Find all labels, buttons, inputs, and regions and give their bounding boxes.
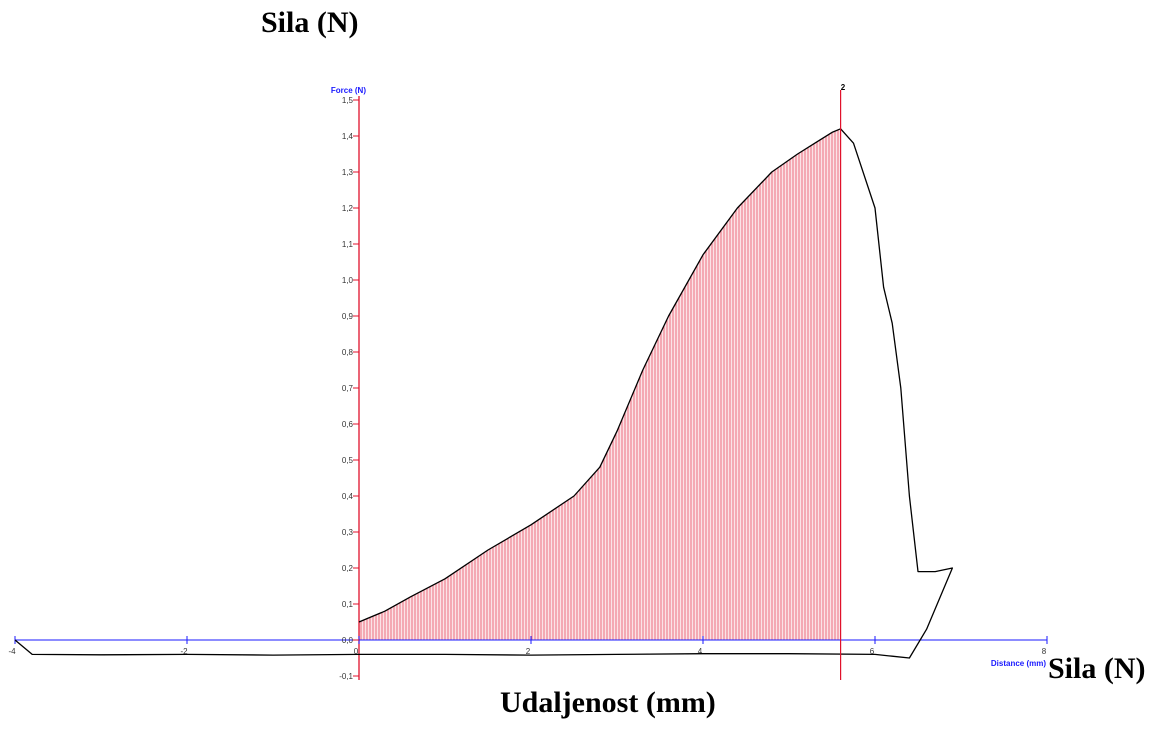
x-tick-label: 8 xyxy=(1042,647,1047,656)
x-tick-label: -2 xyxy=(180,647,188,656)
y-tick-label: 0,0 xyxy=(342,636,354,645)
force-curve xyxy=(14,128,954,659)
x-tick-label: 2 xyxy=(526,647,531,656)
y-tick-label: -0,1 xyxy=(339,672,353,681)
x-tick-label: 0 xyxy=(354,647,359,656)
shaded-work-area xyxy=(359,128,841,641)
shaded-area-layer xyxy=(359,128,841,641)
y-tick-label: 0,9 xyxy=(342,312,354,321)
axes-layer: -4 -2 0 2 4 6 8 -0,1 0,0 0,1 0,2 0,3 0,4 0,5 0,6 0,7 0,8… xyxy=(8,96,1048,681)
y-tick-label: 0,1 xyxy=(342,600,354,609)
y-tick-label: 0,4 xyxy=(342,492,354,501)
y-tick-label: 1,3 xyxy=(342,168,354,177)
y-tick-label: 1,1 xyxy=(342,240,354,249)
top-force-label: Sila (N) xyxy=(261,6,359,39)
y-tick-label: 0,6 xyxy=(342,420,354,429)
x-tick-label: 4 xyxy=(698,647,703,656)
y-tick-label: 1,5 xyxy=(342,96,354,105)
y-tick-label: 0,8 xyxy=(342,348,354,357)
y-tick-label: 1,0 xyxy=(342,276,354,285)
marker-label: 2 xyxy=(841,83,846,92)
y-tick-label: 0,5 xyxy=(342,456,354,465)
y-tick-label: 1,4 xyxy=(342,132,354,141)
curve-layer xyxy=(14,128,954,659)
y-tick-label: 0,2 xyxy=(342,564,354,573)
x-axis-title: Distance (mm) xyxy=(991,659,1046,668)
right-force-label: Sila (N) xyxy=(1048,652,1146,685)
y-tick-label: 0,3 xyxy=(342,528,354,537)
y-tick-label: 1,2 xyxy=(342,204,354,213)
y-axis-title: Force (N) xyxy=(331,86,366,95)
y-tick-label: 0,7 xyxy=(342,384,354,393)
x-tick-label: -4 xyxy=(8,647,16,656)
distance-label: Udaljenost (mm) xyxy=(500,686,716,719)
x-tick-label: 6 xyxy=(870,647,875,656)
